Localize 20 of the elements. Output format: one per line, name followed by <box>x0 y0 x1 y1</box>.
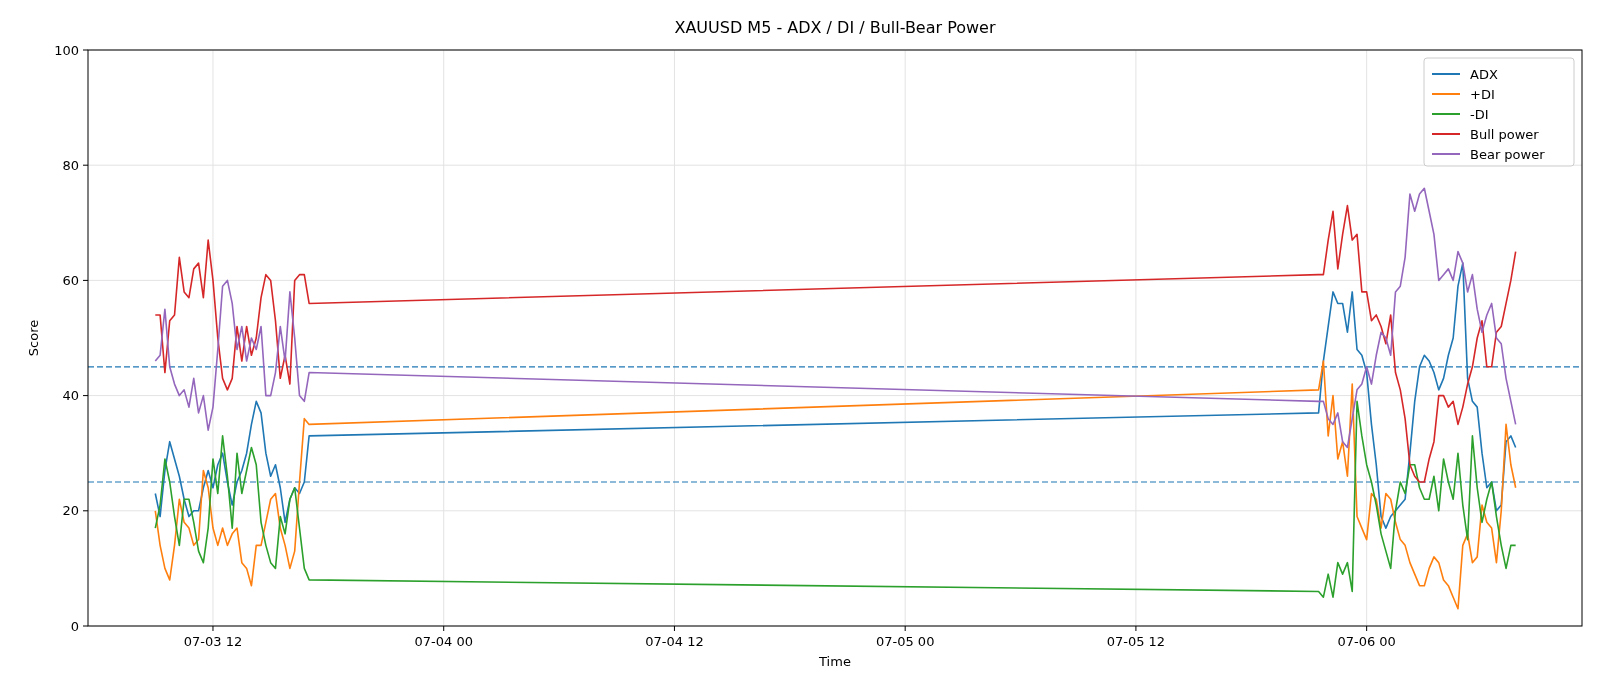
legend-label: ADX <box>1470 66 1498 82</box>
y-tick-label: 80 <box>62 157 79 173</box>
x-tick-label: 07-04 00 <box>414 634 473 649</box>
legend-label: +DI <box>1470 86 1495 102</box>
legend-label: -DI <box>1470 106 1489 122</box>
chart-title: XAUUSD M5 - ADX / DI / Bull-Bear Power <box>674 18 996 37</box>
y-tick-label: 40 <box>62 388 79 404</box>
x-axis-title: Time <box>818 654 851 669</box>
y-tick-label: 60 <box>62 272 79 288</box>
x-tick-label: 07-05 12 <box>1106 634 1166 649</box>
x-tick-label: 07-06 00 <box>1337 634 1396 649</box>
y-tick-label: 100 <box>54 42 79 58</box>
legend-label: Bull power <box>1470 126 1540 142</box>
y-tick-label: 0 <box>70 618 79 634</box>
legend-label: Bear power <box>1470 146 1546 162</box>
x-tick-label: 07-05 00 <box>875 634 935 649</box>
y-tick-label: 20 <box>62 503 79 519</box>
x-tick-label: 07-03 12 <box>183 634 243 649</box>
y-axis-title: Score <box>26 319 41 357</box>
x-tick-label: 07-04 12 <box>645 634 704 649</box>
